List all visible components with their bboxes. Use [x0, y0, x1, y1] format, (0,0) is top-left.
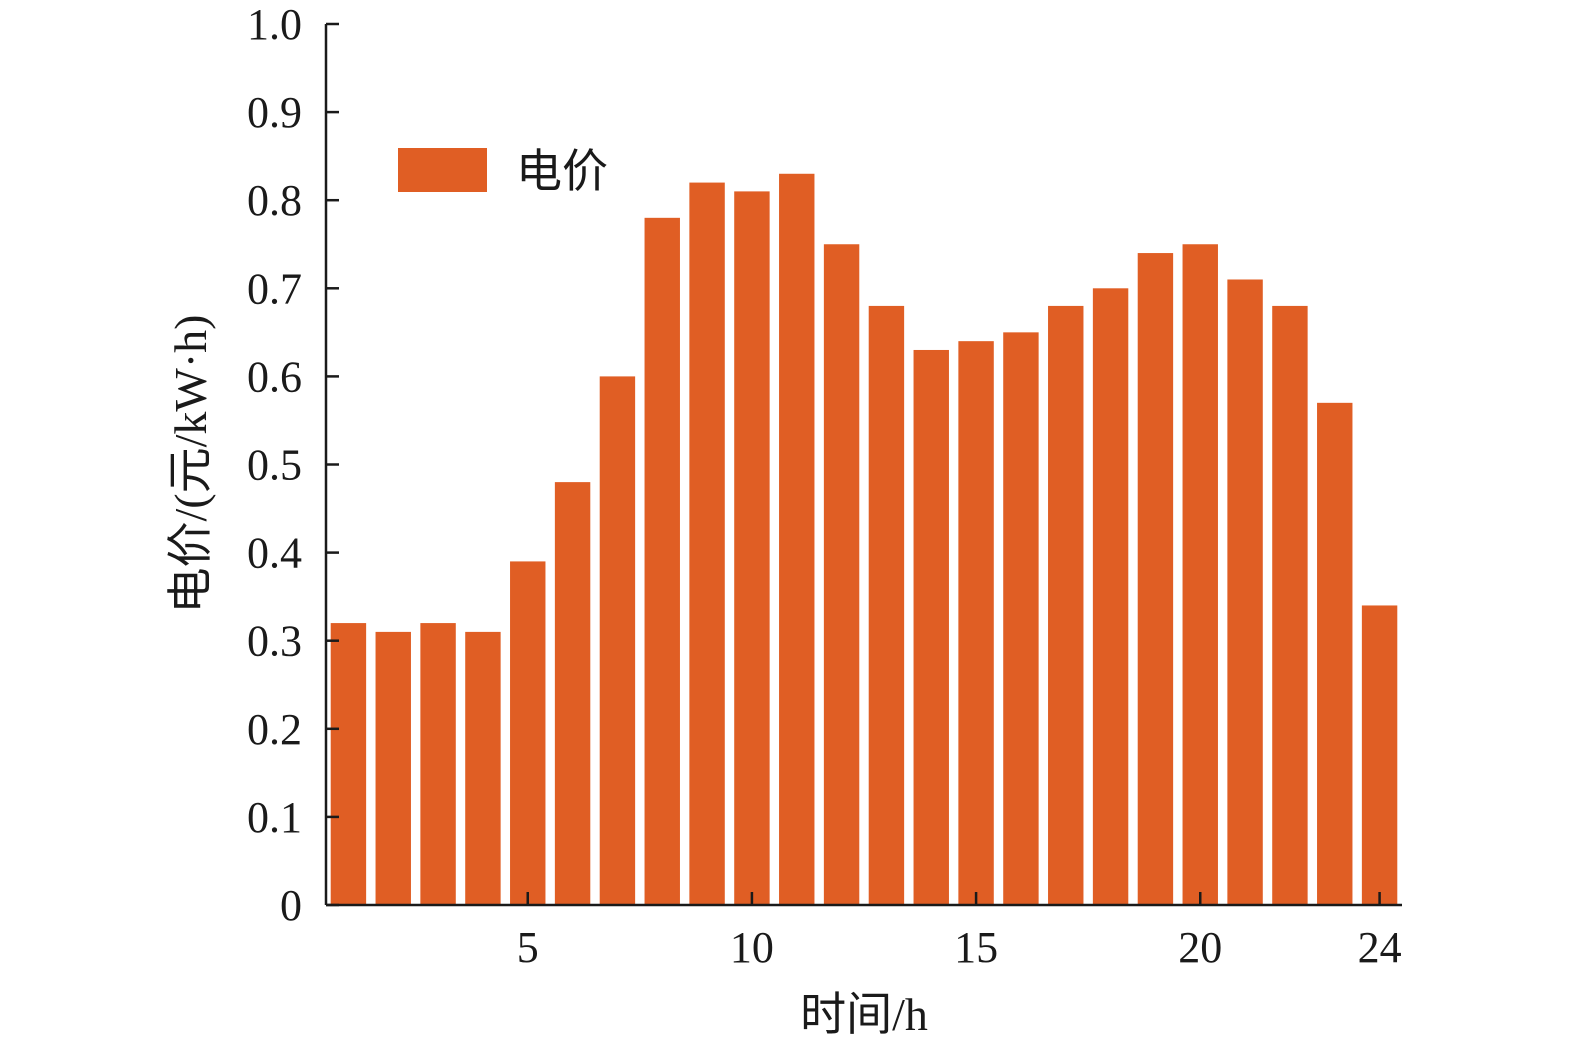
bar-hour-19	[1137, 253, 1174, 905]
bar-series	[330, 173, 1398, 906]
y-tick-label: 0.5	[247, 441, 302, 490]
bar-hour-4	[465, 631, 501, 905]
bar-hour-18	[1092, 288, 1129, 905]
y-tick-label: 1.0	[247, 0, 302, 49]
bar-hour-11	[779, 173, 815, 905]
x-axis-ticks: 5 10 15 20 24	[517, 892, 1402, 972]
y-tick-label: 0.9	[247, 88, 302, 137]
x-tick-label: 5	[517, 923, 539, 972]
y-axis-title: 电价/(元/kW·h)	[165, 315, 216, 614]
y-axis-ticks: 0 0.1 0.2 0.3 0.4 0.5 0.6 0.7 0.8 0.9 1.0	[247, 0, 339, 930]
y-tick-label: 0.6	[247, 352, 302, 401]
bar-hour-22	[1272, 305, 1308, 905]
y-tick-label: 0.2	[247, 705, 302, 754]
bar-hour-1	[330, 623, 367, 905]
y-tick-label: 0.8	[247, 176, 302, 225]
bar-hour-23	[1317, 402, 1353, 905]
bar-hour-13	[868, 305, 905, 905]
y-tick-label: 0	[280, 881, 302, 930]
y-tick-label: 0.4	[247, 529, 302, 578]
x-tick-label: 20	[1178, 923, 1222, 972]
bar-hour-3	[420, 623, 456, 905]
legend: 电价	[398, 146, 608, 197]
x-tick-label: 24	[1358, 923, 1402, 972]
bar-hour-24	[1361, 605, 1398, 905]
bar-hour-2	[375, 631, 411, 905]
bar-hour-17	[1048, 305, 1084, 905]
x-tick-label: 15	[954, 923, 998, 972]
bar-hour-12	[823, 244, 860, 905]
bar-hour-5	[510, 561, 546, 905]
legend-swatch	[398, 148, 487, 192]
bar-hour-8	[644, 217, 680, 905]
bar-hour-6	[554, 482, 591, 905]
x-tick-label: 10	[730, 923, 774, 972]
bar-hour-16	[1003, 332, 1039, 906]
legend-label: 电价	[516, 146, 608, 197]
bar-hour-7	[599, 376, 636, 905]
y-tick-label: 0.1	[247, 793, 302, 842]
y-tick-label: 0.3	[247, 617, 302, 666]
bar-hour-15	[958, 341, 994, 905]
bar-hour-10	[734, 191, 770, 905]
y-tick-label: 0.7	[247, 264, 302, 313]
bar-hour-20	[1182, 244, 1218, 905]
axes: 0 0.1 0.2 0.3 0.4 0.5 0.6 0.7 0.8 0.9 1.0 5 10 15 20 2…	[247, 0, 1402, 972]
bar-hour-21	[1227, 279, 1263, 905]
bar-hour-9	[689, 182, 725, 905]
bar-hour-14	[913, 349, 949, 906]
x-axis-title: 时间/h	[800, 989, 928, 1040]
